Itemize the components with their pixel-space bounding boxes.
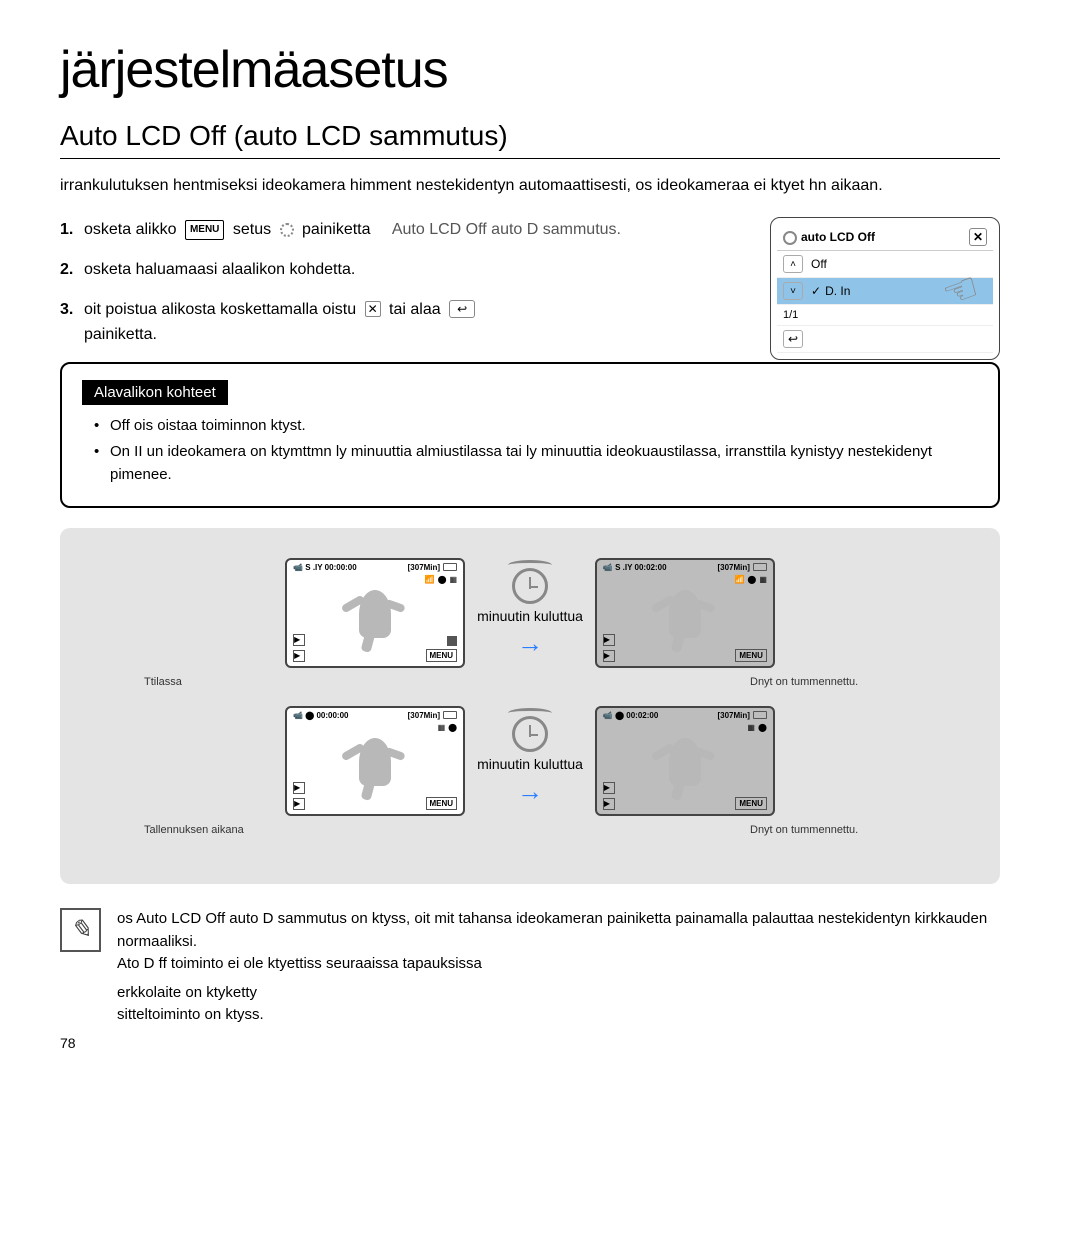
- option-off: Off: [811, 257, 827, 271]
- arrow-icon: →: [517, 776, 543, 807]
- gear-icon: [783, 231, 797, 245]
- lcd-standby: 📹 S .IY 00:00:00[307Min] 📶⬤▦ ▶▶MENU: [285, 558, 465, 668]
- step-text: painiketta: [302, 221, 371, 238]
- step-3: 3. oit poistua alikosta koskettamalla oi…: [60, 297, 750, 348]
- intro-text: irrankulutuksen hentmiseksi ideokamera h…: [60, 175, 1000, 197]
- note-line: Ato D ff toiminto ei ole ktyettiss seura…: [117, 953, 1000, 976]
- lcd-dimmed: 📹 ⬤ 00:02:00[307Min] ▦⬤ ▶▶MENU: [595, 706, 775, 816]
- step-text: Auto LCD Off auto D sammutus.: [392, 221, 621, 238]
- step-text: osketa alikko: [84, 221, 177, 238]
- return-icon[interactable]: ↩: [783, 330, 803, 348]
- close-icon[interactable]: ✕: [969, 228, 987, 246]
- up-arrow-icon[interactable]: ˄: [783, 255, 803, 273]
- step-text: setus: [233, 221, 271, 238]
- caption: Dnyt on tummennettu.: [750, 676, 930, 688]
- caption: Dnyt on tummennettu.: [750, 824, 930, 836]
- note-bullet: erkkolaite on ktyketty: [117, 982, 1000, 1005]
- settings-panel: auto LCD Off ✕ ˄Off ˅✓D. In 1/1 ↩ ☜: [770, 217, 1000, 360]
- clock-icon: [512, 568, 548, 604]
- page-number: 78: [60, 1035, 1000, 1051]
- submenu-box: Alavalikon kohteet Off ois oistaa toimin…: [60, 362, 1000, 509]
- panel-page: 1/1: [783, 309, 798, 321]
- step-text: osketa haluamaasi alaalikon kohdetta.: [84, 261, 355, 278]
- panel-row-back[interactable]: ↩: [777, 326, 993, 353]
- note-block: ✎ os Auto LCD Off auto D sammutus on kty…: [60, 908, 1000, 1027]
- clock-icon: [512, 716, 548, 752]
- note-icon: ✎: [60, 908, 101, 952]
- step-num: 1.: [60, 217, 73, 243]
- caption: Tallennuksen aikana: [144, 824, 324, 836]
- option-on: D. In: [825, 284, 850, 298]
- menu-button-icon: MENU: [185, 220, 224, 240]
- submenu-tag: Alavalikon kohteet: [82, 380, 228, 405]
- step-num: 2.: [60, 257, 73, 283]
- note-bullet: sitteltoiminto on ktyss.: [117, 1004, 1000, 1027]
- wait-label: minuutin kuluttua: [477, 608, 583, 624]
- sub-item: On II un ideokamera on ktymttmn ly minuu…: [94, 441, 978, 486]
- arrow-icon: →: [517, 628, 543, 659]
- down-arrow-icon[interactable]: ˅: [783, 282, 803, 300]
- lcd-recording: 📹 ⬤ 00:00:00[307Min] ▦⬤ ▶▶MENU: [285, 706, 465, 816]
- gear-icon: [280, 223, 294, 237]
- diagram-area: 📹 S .IY 00:00:00[307Min] 📶⬤▦ ▶▶MENU minu…: [60, 528, 1000, 884]
- step-text: tai alaa: [389, 301, 441, 318]
- step-text: painiketta.: [84, 326, 157, 343]
- check-icon: ✓: [811, 284, 821, 298]
- step-1: 1. osketa alikko MENU setus painiketta A…: [60, 217, 750, 243]
- page-title: järjestelmäasetus: [60, 40, 1000, 100]
- note-line: os Auto LCD Off auto D sammutus on ktyss…: [117, 908, 1000, 953]
- wait-label: minuutin kuluttua: [477, 756, 583, 772]
- step-text: oit poistua alikosta koskettamalla oistu: [84, 301, 356, 318]
- step-2: 2. osketa haluamaasi alaalikon kohdetta.: [60, 257, 750, 283]
- lcd-dimmed: 📹 S .IY 00:02:00[307Min] 📶⬤▦ ▶▶MENU: [595, 558, 775, 668]
- close-icon: ✕: [365, 301, 381, 317]
- return-icon: ↩: [449, 300, 475, 318]
- step-num: 3.: [60, 297, 73, 323]
- section-title: Auto LCD Off (auto LCD sammutus): [60, 120, 1000, 159]
- sub-item: Off ois oistaa toiminnon ktyst.: [94, 415, 978, 438]
- caption: Ttilassa: [144, 676, 324, 688]
- panel-title: auto LCD Off: [801, 230, 875, 244]
